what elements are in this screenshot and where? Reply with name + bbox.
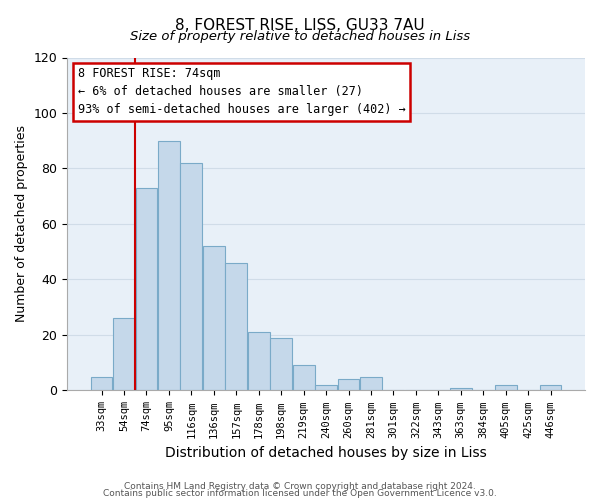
Text: Size of property relative to detached houses in Liss: Size of property relative to detached ho…: [130, 30, 470, 43]
Bar: [338, 380, 359, 390]
Bar: [158, 140, 180, 390]
Text: Contains public sector information licensed under the Open Government Licence v3: Contains public sector information licen…: [103, 489, 497, 498]
Text: 8 FOREST RISE: 74sqm
← 6% of detached houses are smaller (27)
93% of semi-detach: 8 FOREST RISE: 74sqm ← 6% of detached ho…: [77, 68, 405, 116]
Bar: [91, 376, 112, 390]
Bar: [495, 385, 517, 390]
Bar: [293, 366, 314, 390]
Y-axis label: Number of detached properties: Number of detached properties: [15, 126, 28, 322]
Text: Contains HM Land Registry data © Crown copyright and database right 2024.: Contains HM Land Registry data © Crown c…: [124, 482, 476, 491]
Text: 8, FOREST RISE, LISS, GU33 7AU: 8, FOREST RISE, LISS, GU33 7AU: [175, 18, 425, 32]
Bar: [136, 188, 157, 390]
Bar: [248, 332, 269, 390]
Bar: [315, 385, 337, 390]
Bar: [450, 388, 472, 390]
Bar: [226, 263, 247, 390]
X-axis label: Distribution of detached houses by size in Liss: Distribution of detached houses by size …: [165, 446, 487, 460]
Bar: [270, 338, 292, 390]
Bar: [181, 163, 202, 390]
Bar: [113, 318, 135, 390]
Bar: [203, 246, 225, 390]
Bar: [360, 376, 382, 390]
Bar: [539, 385, 562, 390]
